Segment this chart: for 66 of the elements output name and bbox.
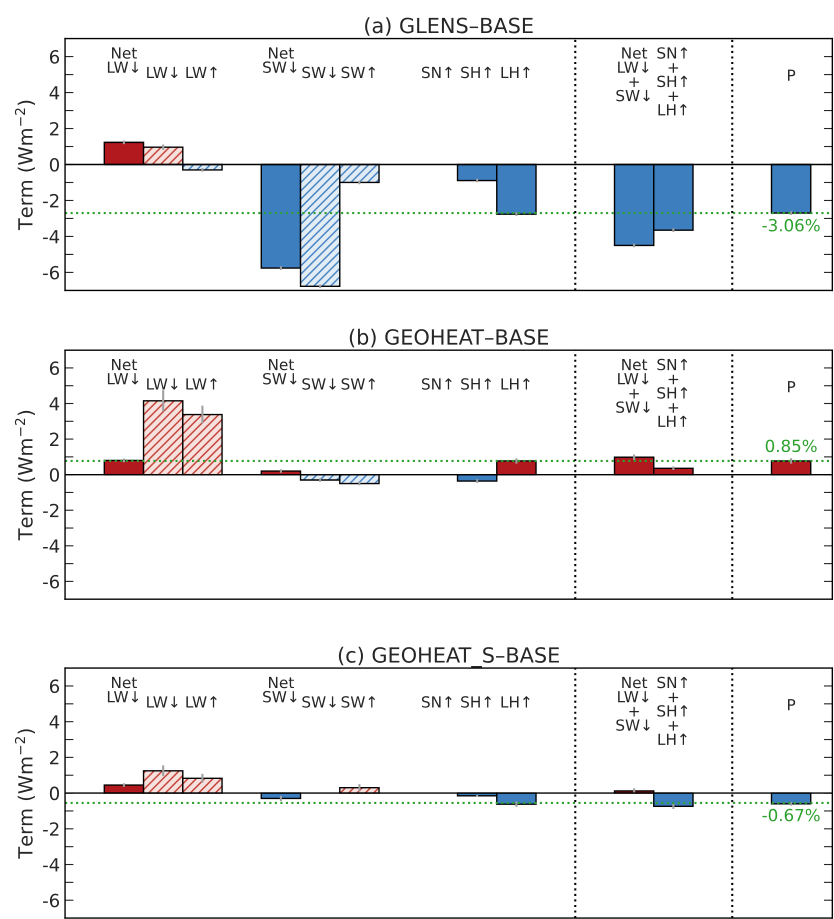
y-tick-label: 0 xyxy=(50,158,59,172)
category-label: LW↑ xyxy=(186,378,217,390)
category-label: Net SW↓ xyxy=(263,676,297,702)
y-axis-title: Term (Wm$^{−2}$) xyxy=(14,100,36,230)
category-label: LH↑ xyxy=(501,66,530,78)
y-tick-label: -2 xyxy=(43,194,58,208)
category-label: SW↑ xyxy=(342,696,376,708)
y-tick-label: -4 xyxy=(43,540,60,553)
category-label: LH↑ xyxy=(501,696,530,708)
category-label: P xyxy=(788,70,796,81)
category-label: SH↑ xyxy=(461,696,491,708)
y-tick-label: 4 xyxy=(50,86,60,100)
category-label: SW↓ xyxy=(302,66,336,78)
category-label: Net LW↓ + SW↓ xyxy=(616,358,650,413)
category-label: LH↑ xyxy=(501,378,530,390)
category-label: LW↑ xyxy=(186,696,217,708)
y-tick-label: 2 xyxy=(50,432,58,446)
y-tick-label: 0 xyxy=(50,786,59,800)
y-tick-label: 6 xyxy=(50,679,60,694)
annotation: -3.06% xyxy=(762,218,820,232)
category-label: SW↑ xyxy=(342,66,376,78)
category-label: LW↓ xyxy=(147,696,178,708)
y-tick-label: 2 xyxy=(50,750,58,764)
category-label: LW↓ xyxy=(147,66,178,78)
category-label: P xyxy=(788,699,796,710)
category-label: SN↑ + SH↑ + LH↑ xyxy=(657,47,688,116)
category-label: SN↑ + SH↑ + LH↑ xyxy=(657,358,688,427)
chart-title: (c) GEOHEAT_S–BASE xyxy=(338,646,559,668)
category-label: SH↑ xyxy=(461,378,491,390)
category-label: Net LW↓ xyxy=(108,47,138,73)
category-label: SW↑ xyxy=(342,378,376,390)
category-label: SW↓ xyxy=(302,696,336,708)
y-tick-label: 6 xyxy=(50,50,60,64)
chart-title: (a) GLENS–BASE xyxy=(365,17,533,36)
y-tick-label: -2 xyxy=(43,504,58,518)
annotation: 0.85% xyxy=(766,440,817,452)
category-label: P xyxy=(788,381,796,392)
y-tick-label: -4 xyxy=(43,858,60,872)
category-label: Net LW↓ xyxy=(108,676,138,702)
y-tick-label: 4 xyxy=(50,397,60,410)
category-label: Net LW↓ + SW↓ xyxy=(616,47,650,102)
category-label: Net LW↓ xyxy=(108,358,138,384)
category-label: LW↓ xyxy=(147,378,178,390)
category-label: SN↑ xyxy=(422,378,452,390)
category-label: SW↓ xyxy=(302,378,336,390)
category-label: SN↑ xyxy=(422,696,452,708)
y-tick-label: 4 xyxy=(50,715,60,729)
annotation: -0.67% xyxy=(762,808,820,822)
y-tick-label: -6 xyxy=(43,574,60,589)
y-tick-label: -2 xyxy=(43,822,58,836)
y-axis-title: Term (Wm$^{−2}$) xyxy=(14,410,36,540)
chart-title: (b) GEOHEAT–BASE xyxy=(350,328,548,348)
y-tick-label: -6 xyxy=(43,894,60,908)
category-label: Net SW↓ xyxy=(263,358,297,385)
category-label: SH↑ xyxy=(461,66,491,78)
category-label: LW↑ xyxy=(186,66,217,78)
category-label: Net SW↓ xyxy=(263,47,297,73)
y-tick-label: 0 xyxy=(50,468,59,482)
category-label: SN↑ xyxy=(422,66,452,78)
category-label: SN↑ + SH↑ + LH↑ xyxy=(657,676,688,745)
y-axis-title: Term (Wm$^{−2}$) xyxy=(14,729,36,859)
y-tick-label: -4 xyxy=(43,230,60,244)
y-tick-label: 6 xyxy=(50,361,60,376)
y-tick-label: -6 xyxy=(43,266,60,280)
y-tick-label: 2 xyxy=(50,122,58,136)
category-label: Net LW↓ + SW↓ xyxy=(616,676,650,731)
